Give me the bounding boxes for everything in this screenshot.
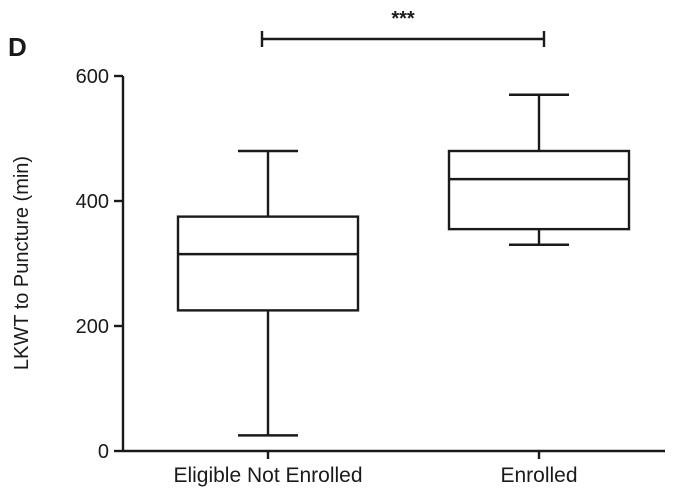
box-1 xyxy=(176,149,360,437)
iqr-box xyxy=(447,149,631,231)
significance-annotation: *** xyxy=(260,8,546,47)
boxes xyxy=(176,93,631,437)
x-category-labels: Eligible Not Enrolled Enrolled xyxy=(173,451,578,487)
y-tick-label: 600 xyxy=(76,66,109,88)
iqr-box xyxy=(176,215,360,312)
x-category-label: Enrolled xyxy=(500,464,577,487)
panel-label: D xyxy=(8,32,27,62)
significance-label: *** xyxy=(391,8,415,30)
y-tick-label: 400 xyxy=(76,191,109,213)
y-axis-label: LKWT to Puncture (min) xyxy=(11,156,33,370)
y-tick-label: 200 xyxy=(76,316,109,338)
y-ticks: 0 200 400 600 xyxy=(76,66,123,463)
y-tick-label: 0 xyxy=(98,441,109,463)
x-category-label: Eligible Not Enrolled xyxy=(173,464,362,487)
box-2 xyxy=(447,93,631,246)
